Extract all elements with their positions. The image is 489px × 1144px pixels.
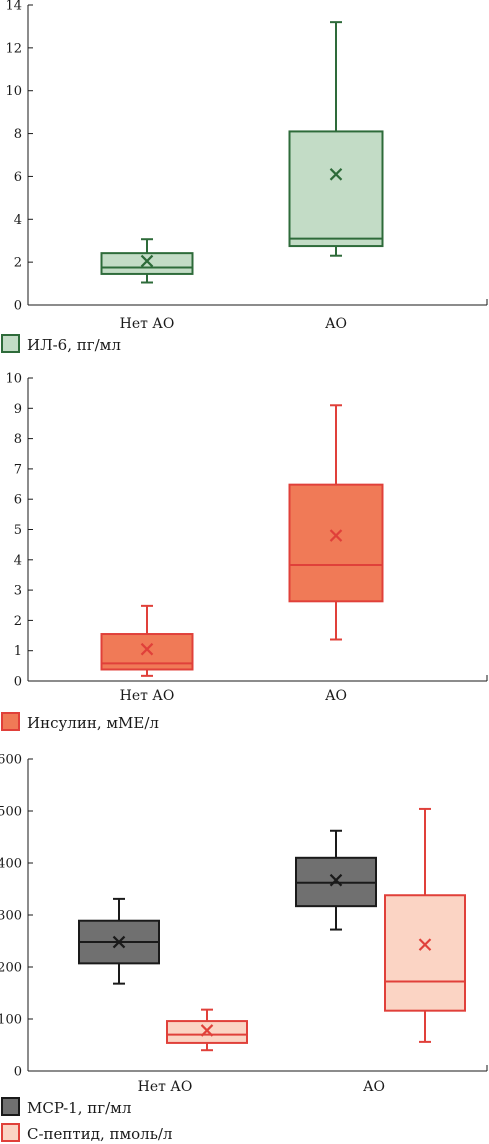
chart-panel-3: 0 100 200 300 400 500 600 Нет АО АО MCP-1, пг/мл С…: [0, 753, 488, 1143]
y-tick-label: 0: [14, 1065, 22, 1080]
box-1-1: [100, 604, 194, 677]
x-category-label: Нет АО: [138, 1079, 193, 1095]
box-iqr: [288, 130, 384, 248]
y-tick-label: 0: [14, 675, 22, 690]
chart-panel-1: 0 2 4 6 8 10 12 14 Нет АО АО ИЛ-6, пг/мл: [1, 0, 488, 354]
y-tick-label: 4: [14, 213, 22, 228]
mean-marker: [140, 254, 154, 268]
mean-marker: [140, 642, 154, 656]
y-tick-label: 10: [5, 84, 22, 99]
box-1-2: [288, 404, 384, 641]
y-tick-label: 500: [0, 805, 22, 820]
x-category-label: АО: [363, 1079, 385, 1095]
y-tick-label: 0: [14, 299, 22, 314]
x-category-label: АО: [325, 316, 347, 332]
mean-marker: [329, 168, 343, 181]
y-tick-label: 8: [14, 127, 22, 142]
box-1-2: [295, 829, 377, 931]
mean-marker: [418, 938, 432, 951]
y-tick-label: 6: [14, 170, 22, 185]
y-tick-label: 200: [0, 961, 22, 976]
legend-label: MCP-1, пг/мл: [27, 1099, 131, 1117]
x-category-label: Нет АО: [120, 316, 175, 332]
y-tick-label: 600: [0, 753, 22, 768]
y-tick-label: 10: [5, 372, 22, 387]
legend-swatch: [1, 1123, 20, 1142]
box-1-2: [288, 21, 384, 257]
mean-marker: [329, 529, 343, 542]
box-iqr: [100, 252, 194, 275]
legend-swatch: [1, 334, 20, 353]
y-tick-label: 400: [0, 857, 22, 872]
y-tick-label: 12: [5, 41, 22, 56]
y-tick-label: 14: [5, 0, 22, 14]
y-tick-label: 7: [14, 462, 22, 477]
y-tick-label: 2: [14, 256, 22, 271]
y-tick-label: 100: [0, 1013, 22, 1028]
box-2-2: [384, 807, 466, 1043]
box-1-1: [100, 238, 194, 284]
y-tick-label: 2: [14, 614, 22, 629]
y-tick-label: 6: [14, 493, 22, 508]
box-iqr: [166, 1020, 248, 1044]
legend-label: ИЛ-6, пг/мл: [27, 336, 121, 354]
y-tick-label: 9: [14, 402, 22, 417]
y-tick-label: 3: [14, 584, 22, 599]
y-tick-label: 5: [14, 523, 22, 538]
y-tick-label: 8: [14, 432, 22, 447]
mean-marker: [329, 873, 343, 887]
x-category-label: Нет АО: [120, 688, 175, 704]
chart-panel-2: 0 1 2 3 4 5 6 7 8 9 10 Нет АО АО Инсулин, мМЕ/л: [1, 372, 488, 732]
legend-label: Инсулин, мМЕ/л: [27, 714, 159, 732]
y-tick-label: 300: [0, 909, 22, 924]
legend-swatch: [1, 1097, 20, 1116]
x-category-label: АО: [325, 688, 347, 704]
box-2-1: [166, 1008, 248, 1052]
mean-marker: [200, 1024, 214, 1037]
box-iqr: [384, 894, 466, 1012]
mean-marker: [112, 935, 126, 949]
y-tick-label: 4: [14, 553, 22, 568]
box-iqr: [288, 483, 384, 603]
legend-swatch: [1, 712, 20, 731]
box-1-1: [78, 897, 160, 985]
legend-label: С-пептид, пмоль/л: [27, 1125, 172, 1143]
y-tick-label: 1: [14, 644, 22, 659]
